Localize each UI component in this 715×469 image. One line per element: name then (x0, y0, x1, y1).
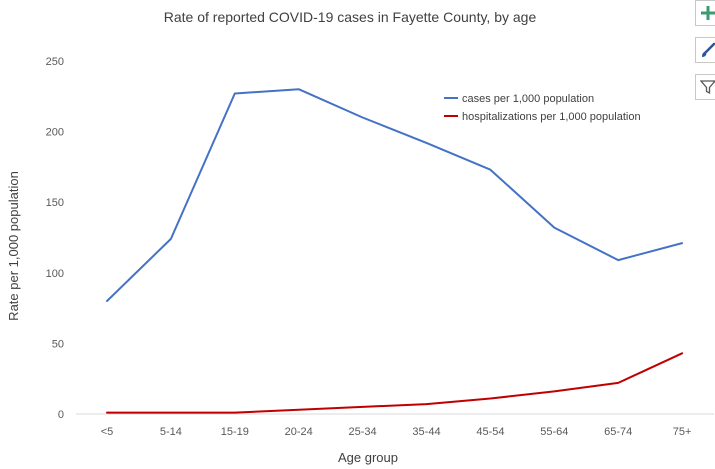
legend-label: hospitalizations per 1,000 population (462, 111, 641, 123)
y-axis-title: Rate per 1,000 population (6, 171, 21, 321)
chart-filter-button[interactable] (695, 74, 715, 100)
x-tick-label: 75+ (673, 426, 692, 438)
brush-icon (702, 42, 715, 57)
legend-label: cases per 1,000 population (462, 93, 594, 105)
add-chart-element-button[interactable] (695, 0, 715, 26)
chart-style-button[interactable] (695, 37, 715, 63)
chart-title: Rate of reported COVID-19 cases in Fayet… (163, 9, 537, 25)
filter-icon (700, 80, 715, 95)
y-tick-label: 150 (46, 197, 64, 209)
x-tick-label: 55-64 (540, 426, 568, 438)
legend: cases per 1,000 population hospitalizatio… (444, 93, 641, 123)
x-tick-label: 45-54 (476, 426, 504, 438)
x-tick-labels: <5 5-14 15-19 20-24 25-34 35-44 45-54 55-64 65-7… (101, 426, 692, 438)
plus-icon (701, 6, 715, 20)
y-tick-label: 50 (52, 338, 64, 350)
x-tick-label: 65-74 (604, 426, 632, 438)
x-tick-label: 20-24 (285, 426, 313, 438)
x-tick-label: 5-14 (160, 426, 182, 438)
series-line-0 (106, 88, 684, 302)
y-tick-label: 100 (46, 268, 64, 280)
series-line-1 (106, 352, 684, 414)
x-tick-label: 25-34 (349, 426, 377, 438)
x-tick-label: 35-44 (412, 426, 440, 438)
y-tick-label: 250 (46, 56, 64, 68)
y-tick-label: 200 (46, 127, 64, 139)
y-tick-labels: 0 50 100 150 200 250 (46, 56, 64, 421)
y-tick-label: 0 (58, 409, 64, 421)
x-tick-label: 15-19 (221, 426, 249, 438)
series-lines (106, 88, 684, 414)
x-tick-label: <5 (101, 426, 114, 438)
x-axis-title: Age group (338, 450, 398, 465)
